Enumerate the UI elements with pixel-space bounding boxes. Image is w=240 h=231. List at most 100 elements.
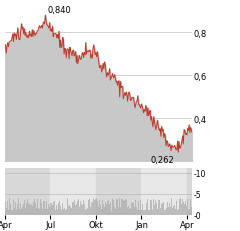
Bar [178,210,179,215]
Bar [40,199,41,215]
Bar [6,208,7,215]
Bar [11,210,12,215]
Bar [128,206,129,215]
Bar [50,204,51,215]
Bar [96,198,97,215]
Bar [135,201,136,215]
Bar [83,200,84,215]
Bar [7,201,8,215]
Bar [32,206,33,215]
Bar [111,211,112,215]
Bar [149,210,150,215]
Bar [77,202,78,215]
Bar [127,207,128,215]
Bar [45,210,46,215]
Bar [53,202,54,215]
Bar [183,202,184,215]
Bar [85,210,86,215]
Bar [102,201,103,215]
Bar [177,211,178,215]
Bar [158,200,159,215]
Bar [119,198,120,215]
Bar [138,201,139,215]
Bar [152,210,153,215]
Bar [14,208,15,215]
Bar [91,202,92,215]
Bar [94,201,95,215]
Bar [33,202,34,215]
Bar [30,205,31,215]
Bar [99,200,100,215]
Bar [96,169,141,215]
Bar [97,202,98,215]
Text: 0,840: 0,840 [48,6,71,15]
Bar [187,169,192,215]
Bar [169,203,170,215]
Bar [66,210,67,215]
Bar [166,208,167,215]
Bar [22,207,23,215]
Bar [165,210,166,215]
Bar [131,203,132,215]
Bar [19,209,20,215]
Bar [67,198,68,215]
Bar [79,207,80,215]
Bar [156,203,157,215]
Bar [187,199,188,215]
Bar [168,210,169,215]
Bar [15,202,16,215]
Bar [175,210,176,215]
Bar [137,208,138,215]
Bar [172,208,173,215]
Bar [31,204,32,215]
Bar [164,211,165,215]
Bar [144,210,145,215]
Bar [180,198,181,215]
Bar [140,200,141,215]
Bar [141,210,142,215]
Bar [162,203,163,215]
Bar [185,201,186,215]
Bar [61,210,62,215]
Bar [69,200,70,215]
Bar [157,209,158,215]
Bar [133,204,134,215]
Bar [115,209,116,215]
Bar [75,205,76,215]
Bar [59,201,60,215]
Bar [125,199,126,215]
Bar [5,169,50,215]
Bar [71,208,72,215]
Bar [123,200,124,215]
Bar [37,199,38,215]
Bar [190,199,191,215]
Bar [57,209,58,215]
Bar [100,205,101,215]
Bar [29,204,30,215]
Bar [80,201,81,215]
Bar [47,209,48,215]
Bar [44,201,45,215]
Bar [129,210,130,215]
Bar [145,210,146,215]
Bar [76,204,77,215]
Bar [13,201,14,215]
Bar [142,204,143,215]
Bar [188,211,189,215]
Bar [181,208,182,215]
Bar [10,204,11,215]
Bar [147,199,148,215]
Bar [34,199,35,215]
Bar [189,209,190,215]
Bar [167,202,168,215]
Bar [170,207,171,215]
Bar [28,203,29,215]
Bar [103,204,104,215]
Text: 0,262: 0,262 [151,155,174,164]
Bar [60,207,61,215]
Bar [20,203,21,215]
Bar [191,207,192,215]
Bar [46,201,47,215]
Bar [143,210,144,215]
Bar [139,210,140,215]
